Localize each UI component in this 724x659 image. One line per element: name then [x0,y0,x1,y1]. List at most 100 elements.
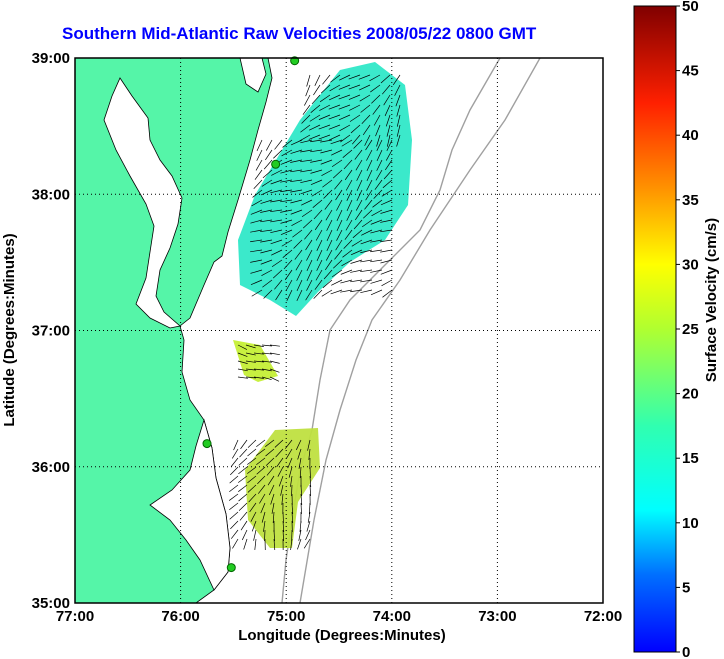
velocity-arrow [301,209,313,218]
velocity-arrow [316,259,323,271]
velocity-arrow [381,189,393,197]
velocity-arrow [336,199,343,211]
velocity-arrow [238,457,248,466]
velocity-arrow [385,149,393,161]
velocity-arrow [384,159,393,171]
velocity-arrow [360,269,373,273]
velocity-arrow [300,502,302,515]
velocity-arrow [383,94,391,106]
velocity-arrow [250,239,263,243]
velocity-arrow [280,209,293,213]
velocity-arrow [261,511,266,523]
velocity-arrow [284,439,293,449]
velocity-arrow [330,74,341,83]
velocity-arrow [328,104,341,110]
x-tick-label: 76:00 [161,608,199,625]
y-tick-label: 38:00 [32,186,70,203]
velocity-arrow [251,289,263,297]
velocity-arrow [237,360,248,364]
velocity-arrow [396,104,401,117]
velocity-arrow [319,104,331,111]
velocity-arrow [326,239,333,251]
velocity-arrow [331,279,343,286]
velocity-arrow [241,529,248,541]
velocity-arrow [322,74,331,85]
velocity-arrow [334,249,343,260]
velocity-arrow [309,475,312,487]
colorbar-tick-label: 30 [682,256,699,273]
x-tick-label: 75:00 [267,608,305,625]
velocity-arrow [307,511,311,523]
velocity-arrow [271,502,275,514]
velocity-arrow [233,439,239,451]
velocity-arrow [371,209,383,217]
velocity-arrow [350,249,363,256]
velocity-arrow [270,209,283,213]
velocity-arrow [247,484,257,493]
velocity-arrow [329,84,341,92]
velocity-arrow [310,104,321,113]
velocity-arrow [237,368,248,372]
velocity-arrow [366,149,373,161]
velocity-arrow [302,219,313,229]
velocity-arrow [296,279,303,292]
velocity-arrow [386,124,391,137]
velocity-arrow [239,448,248,458]
velocity-arrow [306,74,311,87]
velocity-arrow [346,209,353,221]
x-tick-label: 72:00 [584,608,622,625]
velocity-arrow [260,259,273,265]
velocity-arrow [243,538,248,550]
velocity-arrow [294,249,303,260]
colorbar-tick-label: 35 [682,192,699,209]
colorbar-tick-label: 10 [682,515,699,532]
velocity-arrow [301,199,313,206]
velocity-arrow [341,259,353,267]
velocity-arrow [380,249,393,253]
velocity-arrow [381,279,393,287]
velocity-arrow [371,94,381,104]
velocity-arrow [255,159,263,171]
velocity-arrow [361,219,373,228]
velocity-arrow [275,289,283,301]
velocity-arrow [237,475,248,483]
velocity-arrow [370,84,381,93]
velocity-arrow [238,493,248,502]
velocity-arrow [314,219,323,231]
velocity-arrow [272,269,283,279]
velocity-arrow [239,511,248,521]
velocity-arrow [251,199,263,207]
velocity-arrow [310,179,323,186]
velocity-arrow [250,209,263,215]
velocity-arrow [343,239,353,249]
velocity-arrow [261,352,272,355]
velocity-arrow [269,376,280,382]
velocity-arrow [370,289,383,296]
velocity-arrow [237,352,248,357]
velocity-arrow [274,139,283,150]
velocity-arrow [288,466,293,478]
velocity-arrow [290,159,303,163]
velocity-arrow [335,239,343,251]
delaware-bay [239,58,267,93]
velocity-arrow [250,249,263,253]
velocity-arrow [260,229,273,233]
velocity-arrow [370,259,383,263]
velocity-arrow [247,448,257,457]
velocity-arrow [370,279,383,284]
velocity-arrow [310,159,323,163]
velocity-arrow [296,289,303,301]
velocity-arrow [305,84,311,97]
velocity-arrow [365,189,373,201]
velocity-arrow [364,134,371,146]
velocity-arrow [319,94,331,103]
map-title: Southern Mid-Atlantic Raw Velocities 200… [62,24,537,43]
velocity-arrow [342,249,353,258]
velocity-arrow [280,169,293,174]
velocity-arrow [305,239,313,251]
velocity-arrow [261,360,272,363]
velocity-arrow [280,179,293,183]
velocity-arrow [262,169,273,179]
velocity-arrow [245,344,256,349]
velocity-arrow [282,249,293,258]
